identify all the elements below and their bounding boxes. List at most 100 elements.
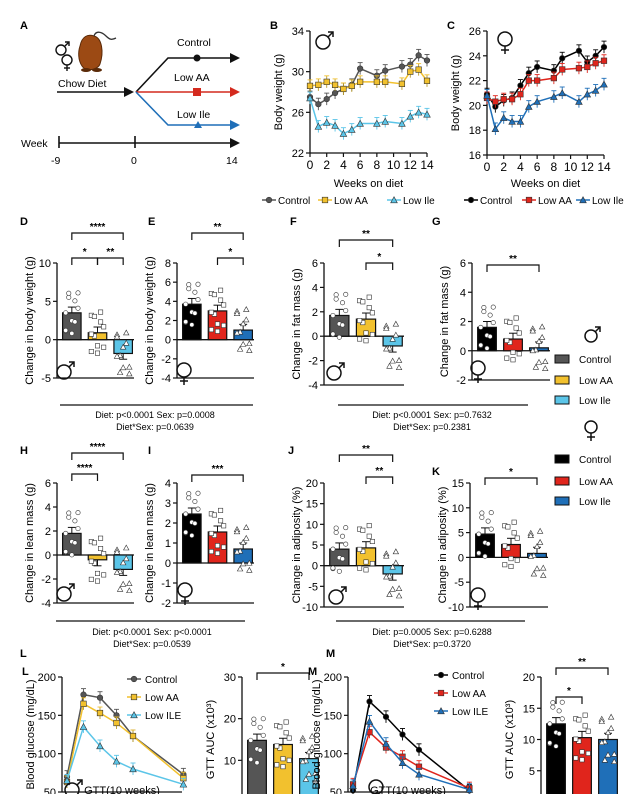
y-tick-label: -4 <box>308 380 318 392</box>
stats-text: Diet*Sex: p=0.0639 <box>116 422 194 432</box>
data-point <box>246 566 253 573</box>
tick-label: -9 <box>51 155 60 167</box>
data-point <box>395 364 403 370</box>
data-point <box>260 716 266 722</box>
data-point <box>336 334 342 340</box>
data-point <box>542 358 549 365</box>
data-point <box>195 297 201 303</box>
data-point <box>575 97 583 105</box>
data-point <box>369 538 375 544</box>
legend-label: Low AA <box>579 477 613 488</box>
significance-bracket <box>71 473 99 481</box>
data-point <box>559 55 566 62</box>
data-point <box>525 77 532 84</box>
female-icon-circle <box>176 362 192 378</box>
timeline-label: Week <box>21 138 48 150</box>
data-point <box>383 345 390 352</box>
significance-label: ** <box>509 254 517 265</box>
data-point <box>333 296 339 302</box>
data-point <box>91 313 97 319</box>
data-point <box>465 785 474 793</box>
y-tick-label: 4 <box>45 502 51 514</box>
stats-de: Diet: p<0.0001 Sex: p=0.0008 Diet*Sex: p… <box>60 404 253 432</box>
panel-label: I <box>148 445 151 457</box>
data-point <box>260 732 266 738</box>
legend-swatch <box>554 454 570 464</box>
data-point <box>246 347 253 353</box>
data-point <box>243 306 250 312</box>
data-point <box>423 110 431 118</box>
legend-label: Control <box>452 671 484 682</box>
significance-bracket <box>484 477 538 485</box>
stats-text: Diet*Sex: p=0.3720 <box>393 639 471 649</box>
data-point <box>283 719 289 725</box>
y-tick-label: 0 <box>460 346 466 358</box>
data-point <box>251 716 257 722</box>
data-point <box>383 552 390 559</box>
data-point <box>437 671 445 679</box>
y-tick-label: 3 <box>165 498 171 510</box>
significance-bracket <box>191 474 244 482</box>
y-tick-label: 5 <box>529 766 535 778</box>
arm-label: Low AA <box>174 72 210 84</box>
significance-label: * <box>281 662 285 673</box>
data-point <box>63 530 69 536</box>
data-point <box>96 709 104 717</box>
arrowhead-icon <box>124 87 134 97</box>
x-tick-label: 10 <box>564 160 578 174</box>
y-tick-label: 2 <box>165 518 171 530</box>
data-point <box>308 732 316 739</box>
data-point <box>265 196 273 204</box>
female-icon <box>470 360 486 383</box>
x-tick-label: 10 <box>387 158 401 172</box>
data-point <box>529 347 536 354</box>
data-point <box>343 308 349 314</box>
x-tick-label: 14 <box>420 158 434 172</box>
data-point <box>437 689 445 697</box>
data-point <box>369 331 375 337</box>
data-point <box>312 777 319 784</box>
data-point <box>75 526 81 532</box>
y-axis-label: Body weight (g) <box>273 54 285 130</box>
data-point <box>513 325 519 331</box>
panel-label: M <box>326 648 335 660</box>
y-tick-label: 0 <box>312 331 318 343</box>
data-point <box>598 739 605 745</box>
significance-label: ** <box>214 222 222 233</box>
data-point <box>233 310 241 316</box>
legend-label: Low ILE <box>452 707 488 718</box>
data-point <box>533 97 541 105</box>
data-point <box>96 694 104 701</box>
female-icon <box>176 362 192 385</box>
female-icon-circle <box>497 31 513 47</box>
data-point <box>308 744 316 750</box>
data-point <box>360 527 366 533</box>
data-point <box>113 333 121 340</box>
significance-label: * <box>377 252 381 263</box>
data-point <box>483 91 491 99</box>
data-point <box>343 291 349 297</box>
data-point <box>195 490 201 496</box>
y-tick-label: 20 <box>523 672 535 684</box>
significance-bracket <box>338 239 394 247</box>
stats-fg: Diet: p<0.0001 Sex: p=0.7632 Diet*Sex: p… <box>338 404 528 432</box>
data-point <box>423 57 431 64</box>
data-point <box>208 530 214 536</box>
data-point <box>490 304 496 310</box>
y-tick-label: 22 <box>469 76 481 88</box>
data-point <box>305 748 313 755</box>
data-point <box>183 319 189 325</box>
data-point <box>315 101 322 108</box>
data-point <box>398 63 406 70</box>
data-point <box>91 540 97 546</box>
panel-g: G -2 0 2 4 6 Change in fat mass (g) ** <box>432 216 550 387</box>
significance-label: ** <box>362 444 370 455</box>
data-point <box>485 518 491 524</box>
series-line-low-ile <box>352 719 470 791</box>
data-point <box>540 571 547 578</box>
tick-label: 0 <box>131 155 137 167</box>
data-point <box>547 721 553 727</box>
y-tick-label: -10 <box>302 602 318 614</box>
male-icon <box>584 326 601 343</box>
data-point <box>243 534 250 541</box>
